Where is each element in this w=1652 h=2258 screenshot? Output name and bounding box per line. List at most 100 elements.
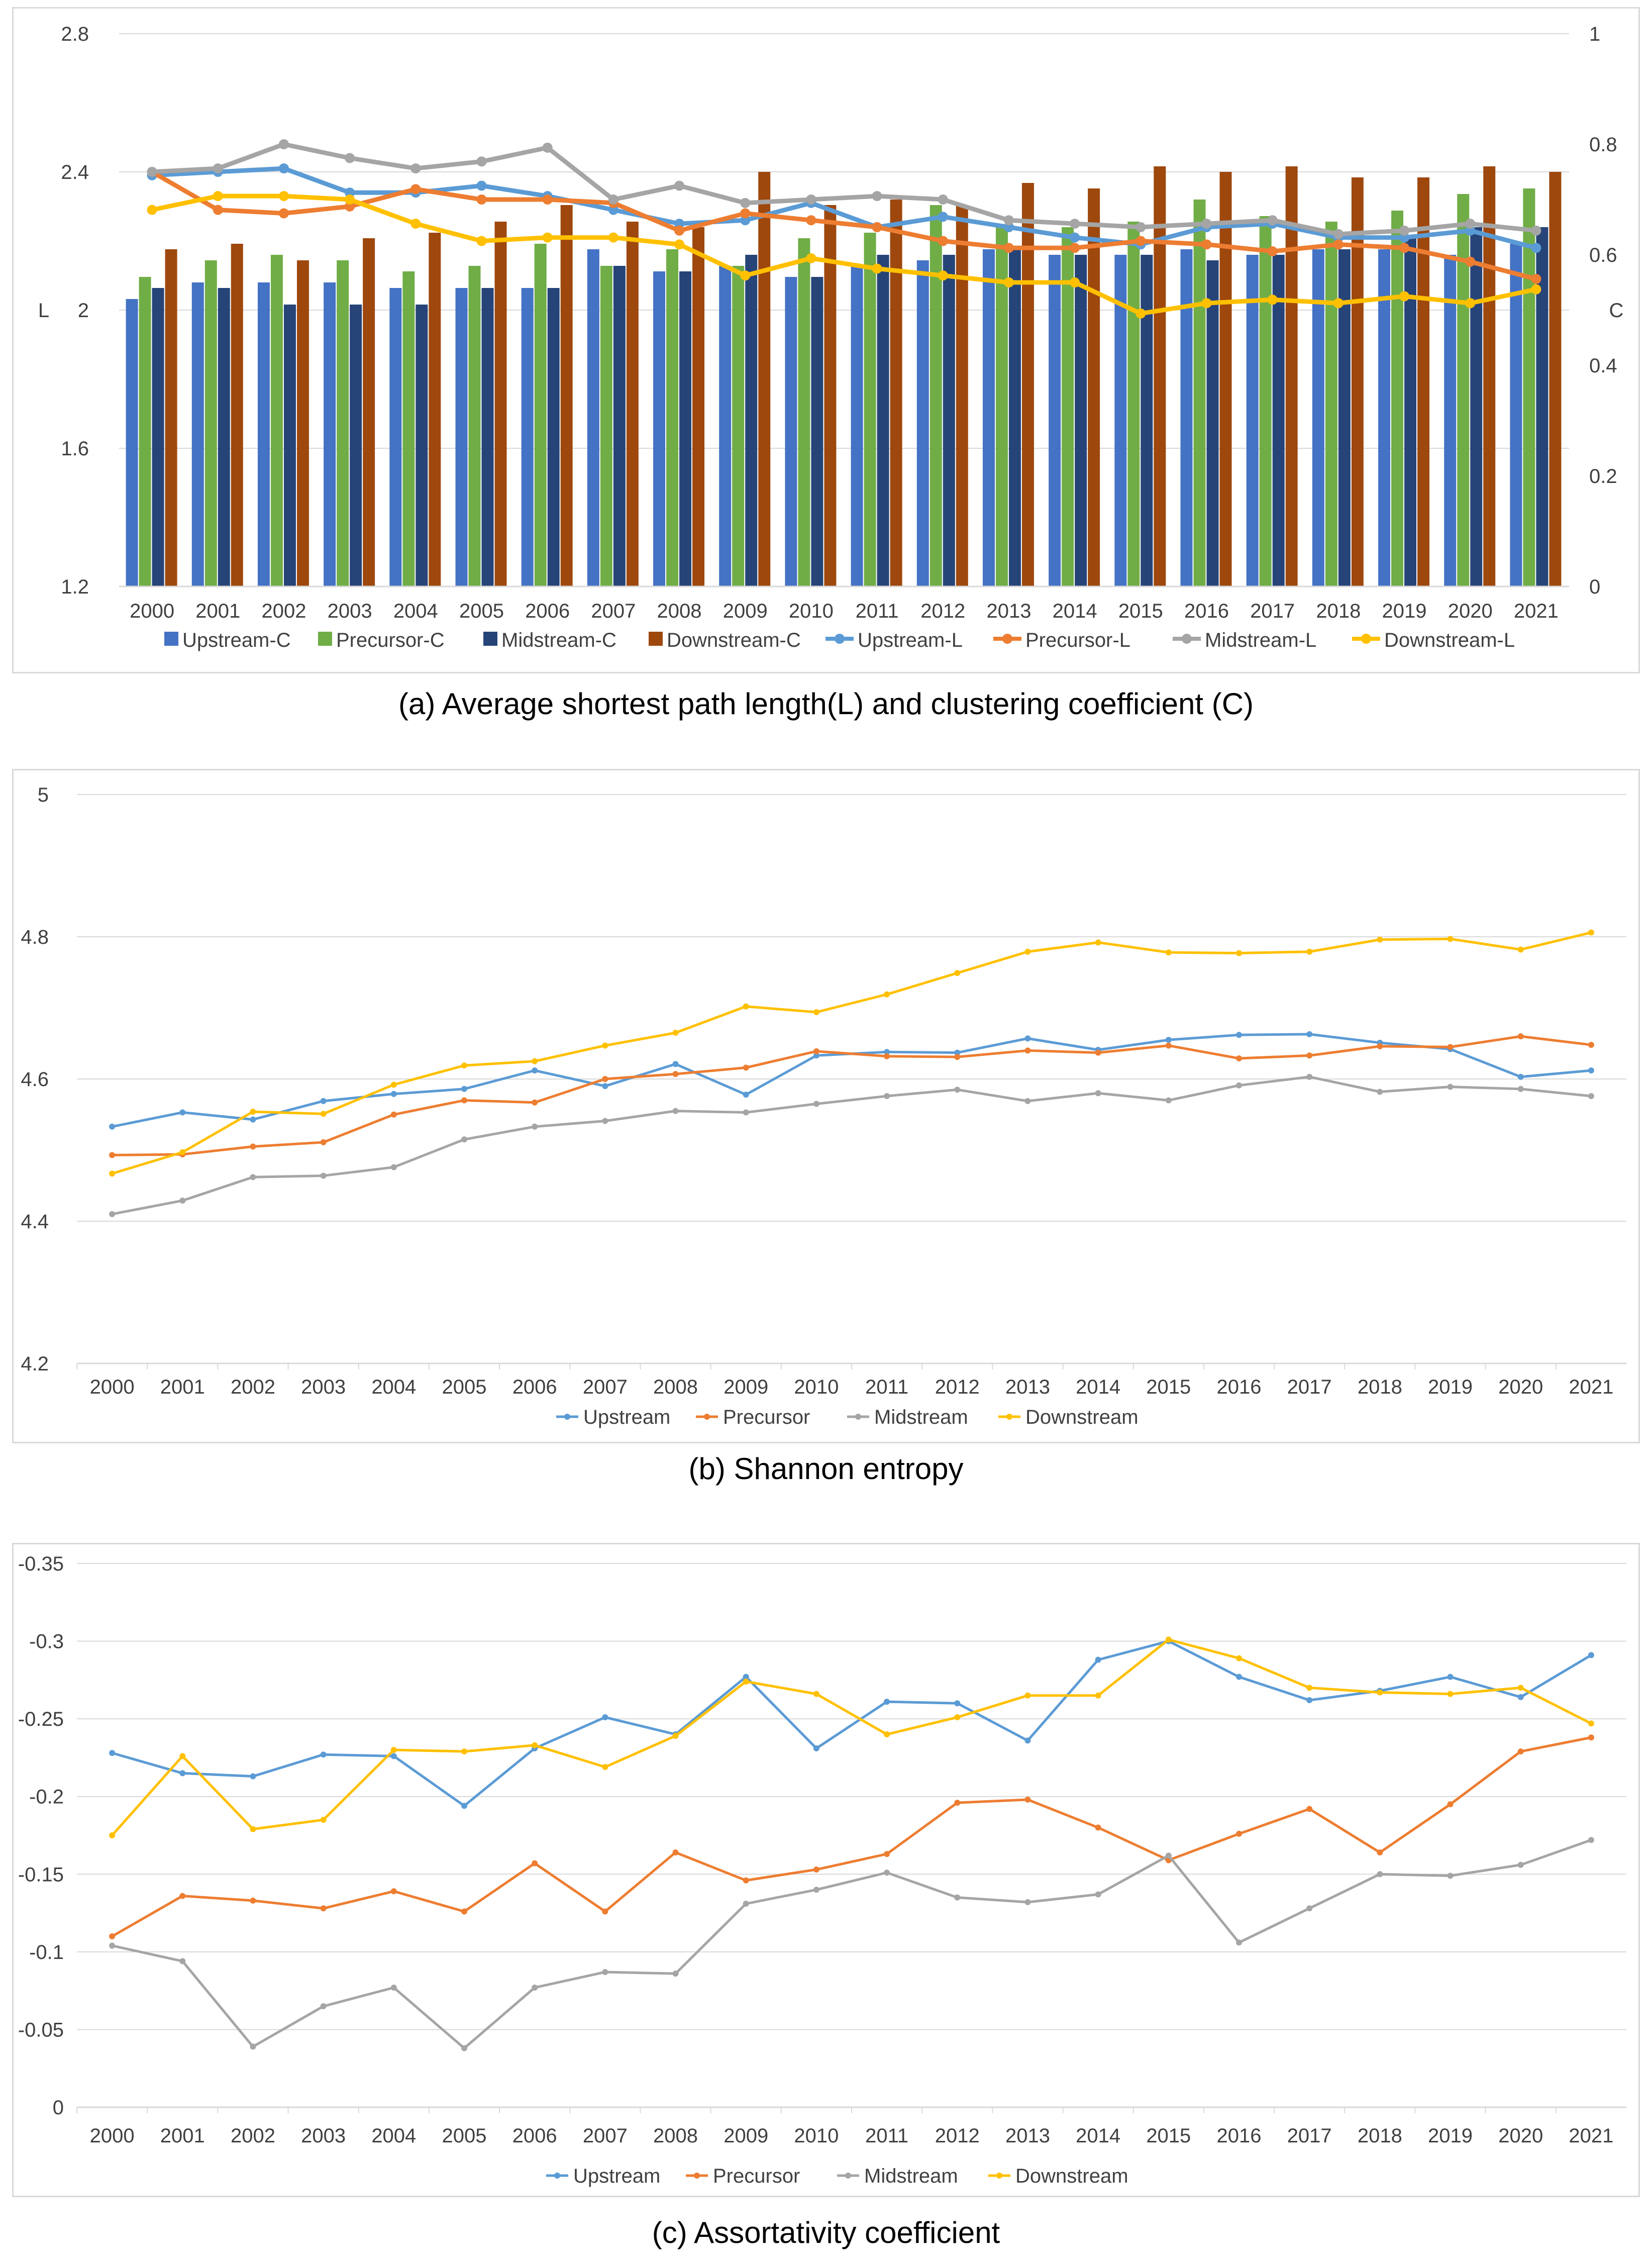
point-midstream-l	[1465, 219, 1476, 229]
point-precursor	[1588, 1734, 1594, 1741]
point-upstream	[1024, 1737, 1031, 1744]
x-tick-label-a: 2013	[986, 600, 1031, 622]
bar-precursor-c	[270, 255, 283, 586]
series-line-precursor	[111, 1736, 1592, 1938]
point-precursor	[672, 1071, 679, 1077]
point-precursor-l	[1531, 274, 1541, 284]
point-downstream	[672, 1733, 679, 1739]
point-upstream	[179, 1770, 186, 1777]
point-precursor	[1447, 1801, 1454, 1808]
point-precursor-l	[476, 194, 487, 205]
y-tick-label-c: -0.35	[18, 1553, 64, 1575]
point-midstream	[1306, 1905, 1313, 1912]
bar-upstream-c	[1049, 255, 1061, 586]
legend-label-b: Precursor	[723, 1406, 810, 1428]
caption-c: (c) Assortativity coefficient	[652, 2216, 1000, 2249]
point-upstream	[1447, 1674, 1454, 1680]
point-downstream	[1517, 1685, 1524, 1691]
point-midstream	[109, 1211, 116, 1217]
point-upstream	[1588, 1067, 1594, 1074]
x-tick-label-a: 2010	[789, 600, 834, 622]
point-midstream	[250, 2043, 256, 2050]
point-downstream	[250, 1109, 256, 1115]
bar-midstream-c	[1404, 238, 1417, 586]
series-line-midstream	[112, 1838, 1592, 2050]
y2-tick-label-a: 0.4	[1589, 355, 1617, 377]
point-downstream	[532, 1742, 538, 1748]
legend-label-a: Upstream-L	[858, 629, 963, 651]
point-midstream	[1165, 1097, 1172, 1104]
point-upstream	[109, 1750, 116, 1756]
point-precursor	[884, 1851, 890, 1857]
point-precursor-l	[345, 201, 355, 212]
series-line-precursor	[112, 1035, 1592, 1156]
bar-midstream-c	[1272, 255, 1285, 586]
y-tick-label-a: 2.4	[61, 161, 89, 183]
point-upstream	[813, 1052, 819, 1059]
point-downstream	[884, 1731, 890, 1738]
bar-upstream-c	[1444, 255, 1457, 586]
point-precursor-l	[1267, 246, 1278, 257]
point-downstream	[1024, 948, 1031, 955]
bar-upstream-c	[785, 277, 797, 586]
point-midstream-l	[608, 194, 618, 205]
x-tick-label-a: 2007	[591, 600, 636, 622]
x-tick-label-b: 2011	[865, 1376, 908, 1398]
point-midstream	[1236, 1939, 1242, 1946]
point-upstream-l	[345, 187, 355, 198]
point-midstream	[532, 1984, 538, 1991]
point-downstream	[109, 1170, 116, 1177]
chart-panel-c: 0 -0.05 -0.1 -0.15 -0.2 -0.25 -0.3 -0.35 2000 200…	[12, 1543, 1640, 2197]
series-line-precursor-l	[151, 170, 1537, 281]
point-downstream-l	[1267, 294, 1278, 305]
y-tick-label-c: -0.2	[29, 1786, 64, 1808]
point-midstream	[390, 1164, 397, 1170]
point-precursor-l	[872, 222, 882, 232]
point-precursor	[1095, 1824, 1101, 1831]
point-precursor-l	[278, 208, 289, 219]
point-upstream-l	[1465, 225, 1476, 236]
point-downstream	[1095, 939, 1101, 946]
bar-midstream-c	[613, 266, 626, 586]
bar-upstream-c	[1114, 255, 1127, 586]
point-midstream	[1447, 1873, 1454, 1879]
chart-panel-a: 1.2 1.6 2 2.4 2.8 0 0.2 0.4 0.6 0.8 1 L C 2000 2001 200…	[12, 7, 1640, 673]
point-midstream	[532, 1123, 538, 1130]
x-tick-label-a: 2014	[1053, 600, 1097, 622]
point-precursor-l	[1399, 243, 1410, 253]
point-upstream	[320, 1751, 327, 1758]
point-downstream	[743, 1003, 749, 1010]
point-precursor	[1517, 1748, 1524, 1755]
point-midstream-l	[938, 194, 948, 205]
point-downstream	[884, 991, 890, 998]
point-precursor	[1095, 1049, 1101, 1056]
y-axis-title-a: L	[38, 300, 49, 322]
bar-upstream-c	[1378, 249, 1391, 586]
point-upstream	[390, 1753, 397, 1759]
legend-marker-b	[1006, 1414, 1012, 1420]
bar-upstream-c	[1246, 255, 1259, 586]
y2-tick-label-a: 0.2	[1589, 465, 1617, 487]
series-line-downstream-l	[151, 193, 1537, 316]
point-downstream-l	[674, 239, 685, 250]
x-tick-label-b: 2008	[653, 1376, 698, 1398]
point-precursor-l	[1465, 256, 1476, 267]
point-precursor	[954, 1800, 961, 1806]
point-upstream-l	[1531, 243, 1541, 253]
point-midstream	[1165, 1852, 1172, 1859]
point-downstream-l	[1070, 277, 1080, 287]
legend-label-a: Precursor-C	[336, 629, 445, 651]
point-precursor	[1306, 1052, 1313, 1059]
bar-precursor-c	[600, 266, 612, 586]
x-tick-label-c: 2009	[724, 2125, 768, 2147]
legend-marker-c	[694, 2173, 700, 2179]
point-downstream	[1447, 936, 1454, 942]
point-upstream	[602, 1083, 608, 1090]
point-upstream	[461, 1086, 467, 1092]
point-downstream	[461, 1062, 467, 1069]
point-precursor	[461, 1097, 467, 1104]
legend-marker-c	[554, 2173, 560, 2179]
series-line-midstream	[112, 1075, 1592, 1216]
point-upstream	[1236, 1674, 1242, 1680]
x-tick-label-c: 2007	[583, 2125, 628, 2147]
